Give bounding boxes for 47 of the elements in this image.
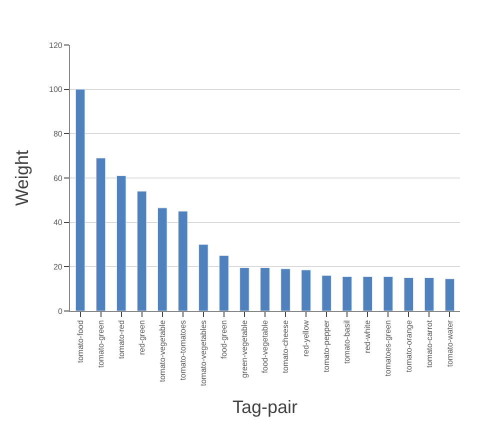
bar [301, 270, 311, 311]
bar [219, 255, 229, 311]
bar [240, 268, 250, 311]
x-tick-label: tomato-food [76, 320, 85, 363]
y-tick-label: 0 [58, 306, 63, 316]
bar [75, 89, 86, 311]
x-tick-label: tomato-red [116, 320, 126, 359]
x-tick-label: tomato-cheese [281, 320, 290, 374]
x-axis-title: Tag-pair [232, 397, 298, 418]
bar [424, 278, 434, 311]
bar [444, 278, 455, 311]
bar [383, 276, 394, 311]
x-tick-label: green-vegetable [240, 320, 250, 378]
bar [342, 276, 352, 311]
y-tick-label: 40 [53, 218, 63, 228]
x-tick-label: red-green [137, 320, 146, 355]
x-tick-label: tomato-vegetables [199, 320, 208, 386]
bar [136, 191, 147, 311]
x-tick-label: food-green [220, 320, 229, 359]
x-tick-label: red-yellow [302, 320, 311, 357]
x-tick-label: tomato-tomatoes [178, 320, 188, 380]
y-axis-title: Weight [12, 150, 32, 206]
y-tick-label: 100 [49, 85, 63, 94]
x-tick-label: food-vegetable [260, 320, 270, 374]
x-tick-label: tomato-pepper [322, 320, 332, 372]
bar [96, 158, 106, 311]
x-tick-label: tomato-water [445, 320, 454, 367]
x-tick-label: tomato-green [96, 320, 106, 368]
bar [116, 176, 126, 311]
x-tick-label: red-white [363, 320, 372, 354]
y-tick-label: 120 [49, 40, 63, 50]
x-tick-label: tomato-orange [404, 320, 414, 372]
x-tick-label: tomato-basil [342, 320, 352, 364]
bar [260, 268, 270, 311]
bar [404, 278, 414, 311]
bar [322, 275, 332, 311]
bar [362, 276, 372, 311]
bar [178, 211, 188, 311]
y-tick-label: 60 [53, 174, 63, 183]
x-tick-label: tomato-vegetable [158, 320, 167, 382]
bar [280, 268, 290, 311]
y-tick-label: 20 [53, 262, 63, 272]
bar [158, 208, 168, 311]
bar [198, 244, 208, 311]
y-tick-label: 80 [53, 129, 63, 138]
x-tick-label: tomato-carrot [424, 319, 434, 368]
x-tick-label: tomatoes-green [384, 320, 393, 376]
